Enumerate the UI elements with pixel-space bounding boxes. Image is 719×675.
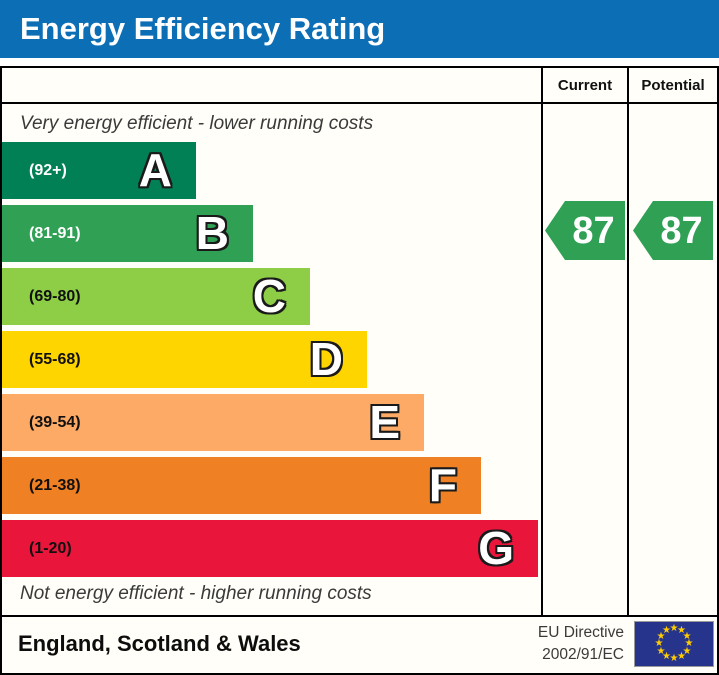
band-a-letter: A [138,143,172,196]
potential-rating-arrow: 87 [633,201,713,260]
eu-flag-icon: ★ ★ ★ ★ ★ ★ ★ ★ ★ ★ ★ ★ [634,621,714,667]
band-e: (39-54) E [2,394,424,451]
eu-flag-star: ★ [677,650,686,662]
current-rating-value: 87 [572,209,615,252]
band-d-range: (55-68) [29,350,81,368]
band-d-letter: D [309,332,343,385]
eu-flag-star: ★ [654,638,664,649]
band-f-letter: F [428,458,457,511]
potential-rating-column: 87 [627,104,717,615]
eu-directive-line1: EU Directive [537,624,624,642]
potential-rating-value: 87 [660,209,703,252]
band-d: (55-68) D [2,331,367,388]
band-f-range: (21-38) [29,476,81,494]
current-header-label: Current [557,76,613,94]
title-bar: Energy Efficiency Rating [0,0,719,58]
eu-flag-star: ★ [662,625,671,636]
header-spacer-cell [2,68,541,104]
bottom-note: Not energy efficient - higher running co… [20,583,372,604]
band-a: (92+) A [2,142,196,199]
band-c-letter: C [252,269,286,322]
band-scale-column: Very energy efficient - lower running co… [2,104,541,615]
page-title: Energy Efficiency Rating [20,11,386,46]
eu-flag-star: ★ [669,653,679,664]
eu-flag-star: ★ [682,645,692,657]
eu-flag-star: ★ [684,638,694,649]
band-c-range: (69-80) [29,287,81,305]
rating-table: Current Potential Very energy efficient … [0,66,719,675]
top-note: Very energy efficient - lower running co… [20,113,374,134]
eu-flag-star: ★ [656,630,666,642]
eu-flag-star: ★ [656,645,666,657]
eu-flag-star: ★ [662,650,671,662]
column-header-potential: Potential [627,68,717,104]
eu-flag-star: ★ [682,630,692,642]
band-e-letter: E [369,395,400,448]
band-b: (81-91) B [2,205,253,262]
band-g: (1-20) G [2,520,538,577]
band-f: (21-38) F [2,457,481,514]
band-g-letter: G [478,521,514,574]
band-g-range: (1-20) [29,539,72,557]
eu-flag-star: ★ [677,625,686,636]
current-rating-column: 87 [541,104,627,615]
eu-directive-text: EU Directive 2002/91/EC [538,622,624,665]
band-c: (69-80) C [2,268,310,325]
potential-header-label: Potential [641,76,705,94]
band-b-letter: B [195,206,229,259]
band-a-range: (92+) [29,161,67,179]
eu-flag-star: ★ [669,623,679,634]
eu-directive-line2: 2002/91/EC [542,646,624,663]
footer: England, Scotland & Wales EU Directive 2… [2,615,717,671]
band-e-range: (39-54) [29,413,81,431]
current-rating-arrow: 87 [545,201,625,260]
band-b-range: (81-91) [29,224,81,242]
region-label: England, Scotland & Wales [18,631,301,656]
column-header-current: Current [541,68,627,104]
